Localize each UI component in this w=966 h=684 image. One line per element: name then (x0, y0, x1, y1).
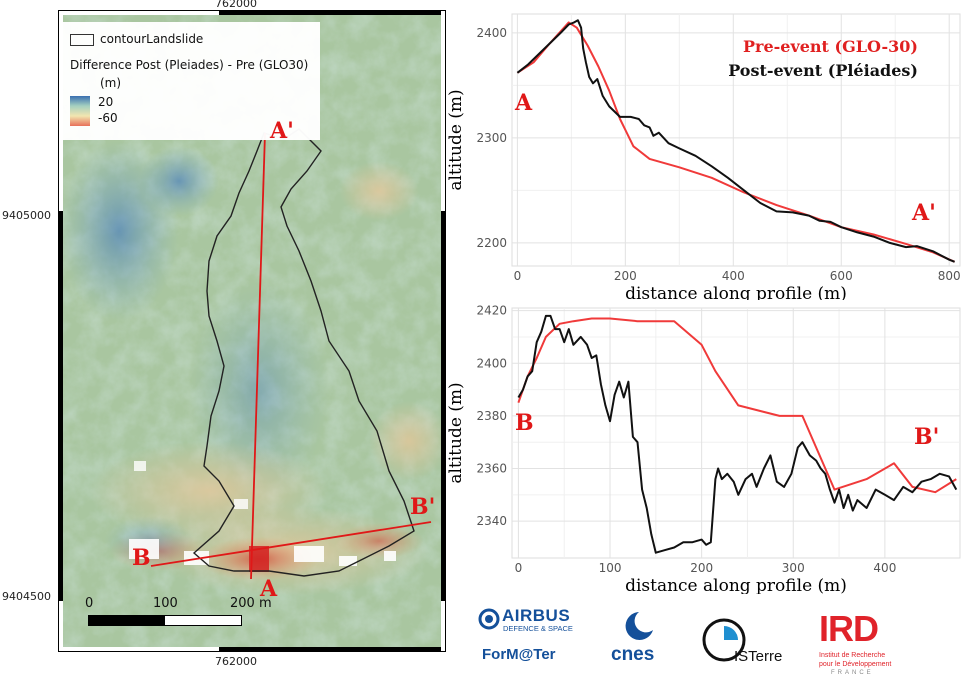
x-tick-label: 800 (938, 269, 961, 283)
profile-line-b (150, 521, 432, 567)
y-tick-label: 2380 (476, 409, 507, 423)
profile-start-label: B (515, 410, 534, 436)
x-tick-label: 400 (873, 561, 896, 575)
map-label-b-prime: B' (410, 494, 436, 520)
x-axis-title: distance along profile (m) (625, 284, 847, 300)
y-tick-label: 2400 (476, 356, 507, 370)
x-tick-label: 200 (690, 561, 713, 575)
x-tick-label: 0 (515, 561, 523, 575)
ird-logo: IRD Institut de Recherche pour le Dévelo… (815, 608, 915, 682)
formater-name: ForM@Ter (482, 646, 556, 663)
profile-end-label: B' (914, 424, 939, 450)
scale-label-0: 0 (85, 596, 94, 611)
airbus-logo: AIRBUS DEFENCE & SPACE (478, 606, 588, 636)
y-axis-title: altitude (m) (448, 89, 466, 190)
airbus-subtitle: DEFENCE & SPACE (503, 624, 573, 633)
x-tick-label: 600 (830, 269, 853, 283)
y-axis-title: altitude (m) (448, 382, 466, 483)
legend-entry-0: Pre-event (GLO-30) (743, 37, 918, 56)
ird-subtitle-2: pour le Développement (819, 661, 892, 668)
map-label-a: A (260, 576, 278, 602)
scale-bar (88, 615, 242, 626)
landslide-contour (192, 128, 415, 577)
ird-subtitle-1: Institut de Recherche (819, 652, 886, 659)
map-top-coordinate: 762000 (215, 0, 257, 10)
airbus-emblem-icon (478, 608, 500, 630)
map-left-coordinate-lower: 9404500 (2, 590, 51, 603)
map-bottom-coordinate: 762000 (215, 655, 257, 668)
plot-area (511, 307, 961, 559)
scale-label-200: 200 m (230, 596, 272, 611)
x-axis-title: distance along profile (m) (625, 576, 847, 594)
y-tick-label: 2400 (476, 26, 507, 40)
x-tick-label: 300 (782, 561, 805, 575)
contour-legend-swatch (70, 34, 94, 46)
airbus-name: AIRBUS (502, 606, 571, 625)
scale-label-100: 100 (153, 596, 178, 611)
color-ramp (70, 96, 90, 126)
profile-chart-a: 0 200 400 600 800 2200 2300 2400 distance along … (448, 13, 961, 300)
isterre-logo: ISTerre (700, 616, 800, 668)
color-ramp-min: -60 (98, 111, 118, 125)
legend-entry-1: Post-event (Pléiades) (728, 61, 918, 80)
x-tick-label: 400 (722, 269, 745, 283)
cnes-emblem-icon (625, 612, 653, 640)
profile-chart-b: 0 100 200 300 400 2340 2360 2380 2400 2420 distanc… (448, 304, 961, 594)
series-line-1 (517, 314, 958, 554)
isterre-emblem-icon (702, 618, 746, 662)
series-line-1 (516, 19, 955, 263)
map-legend: contourLandslide Difference Post (Pleiad… (62, 22, 320, 140)
y-tick-label: 2420 (476, 304, 507, 318)
x-tick-label: 0 (514, 269, 522, 283)
x-tick-label: 200 (614, 269, 637, 283)
profile-line-a (250, 132, 266, 580)
ird-name: IRD (819, 608, 879, 649)
ird-subtitle-3: FRANCE (831, 670, 874, 676)
difference-legend-unit: (m) (100, 76, 122, 90)
y-tick-label: 2200 (476, 236, 507, 250)
cnes-name: cnes (611, 644, 655, 665)
difference-legend-title: Difference Post (Pleiades) - Pre (GLO30) (70, 58, 309, 72)
map-left-coordinate-upper: 9405000 (2, 209, 51, 222)
plot-area (511, 13, 961, 267)
formater-logo: ForM@Ter (482, 646, 556, 663)
profile-end-label: A' (911, 200, 936, 226)
map-label-a-prime: A' (270, 118, 294, 144)
cnes-logo: cnes (606, 610, 666, 670)
x-tick-label: 100 (599, 561, 622, 575)
isterre-name: ISTerre (734, 648, 783, 665)
color-ramp-max: 20 (98, 95, 114, 109)
y-tick-label: 2360 (476, 462, 507, 476)
y-tick-label: 2300 (476, 131, 507, 145)
contour-legend-label: contourLandslide (100, 32, 204, 46)
profile-start-label: A (514, 90, 533, 116)
y-tick-label: 2340 (476, 514, 507, 528)
map-label-b: B (132, 545, 151, 571)
series-line-0 (517, 317, 957, 494)
